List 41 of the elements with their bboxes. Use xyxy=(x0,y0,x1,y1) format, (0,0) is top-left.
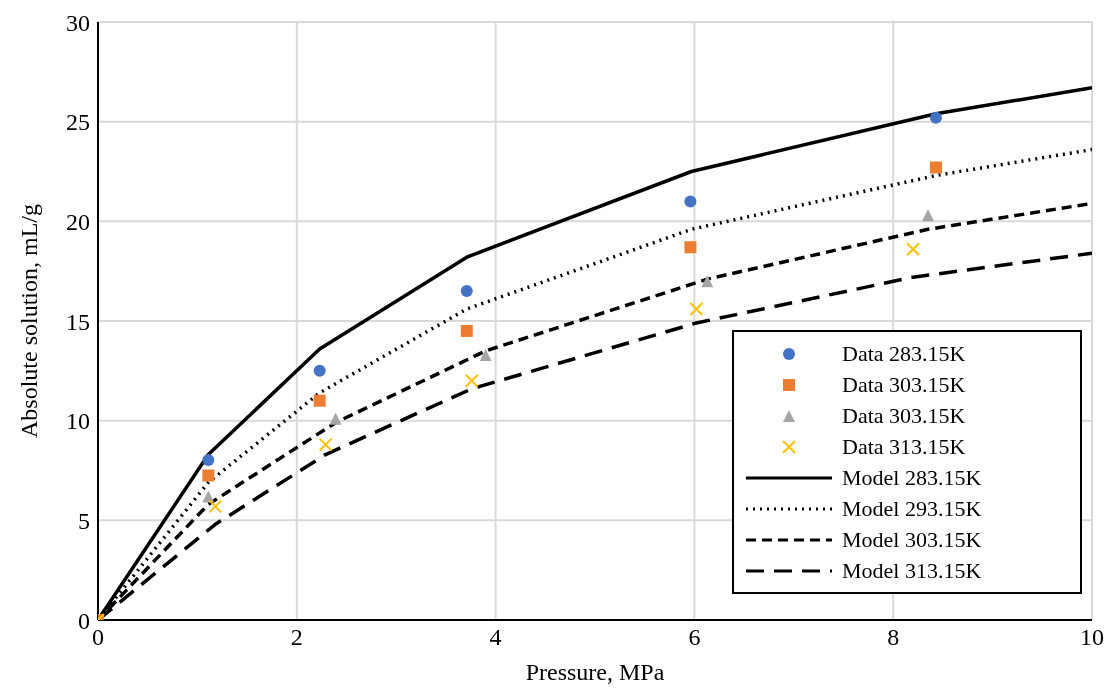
point xyxy=(329,412,342,425)
point xyxy=(202,453,215,466)
y-tick-label: 25 xyxy=(66,109,90,136)
point xyxy=(479,348,492,361)
y-tick-label: 10 xyxy=(66,408,90,435)
legend-label: Data 313.15K xyxy=(842,433,966,460)
legend-label: Model 283.15K xyxy=(842,464,982,491)
legend-label: Data 283.15K xyxy=(842,340,966,367)
x-tick-label: 8 xyxy=(887,624,900,651)
point xyxy=(689,302,704,317)
y-tick-label: 20 xyxy=(66,208,90,235)
legend-label: Model 303.15K xyxy=(842,526,982,553)
y-tick-label: 15 xyxy=(66,308,90,335)
legend-label: Data 303.15K xyxy=(842,402,966,429)
point xyxy=(460,324,473,337)
point xyxy=(684,195,697,208)
point xyxy=(313,394,326,407)
point xyxy=(208,499,223,514)
x-tick-label: 10 xyxy=(1080,624,1104,651)
point xyxy=(906,242,921,257)
y-tick-label: 0 xyxy=(78,607,90,634)
legend-label: Model 293.15K xyxy=(842,495,982,522)
point xyxy=(313,364,326,377)
point xyxy=(929,161,942,174)
point xyxy=(464,373,479,388)
x-axis-title: Pressure, MPa xyxy=(525,659,665,685)
point xyxy=(684,241,697,254)
y-axis-title: Absolute solution, mL/g xyxy=(15,204,42,438)
point xyxy=(921,209,934,222)
legend-label: Model 313.15K xyxy=(842,557,982,584)
y-tick-label: 30 xyxy=(66,9,90,36)
point xyxy=(929,111,942,124)
x-tick-label: 2 xyxy=(290,624,303,651)
point xyxy=(318,437,333,452)
x-tick-label: 6 xyxy=(688,624,701,651)
y-tick-label: 5 xyxy=(78,507,90,534)
x-tick-label: 4 xyxy=(489,624,502,651)
legend-label: Data 303.15K xyxy=(842,371,966,398)
point xyxy=(701,275,714,288)
point xyxy=(202,469,215,482)
point xyxy=(460,285,473,298)
